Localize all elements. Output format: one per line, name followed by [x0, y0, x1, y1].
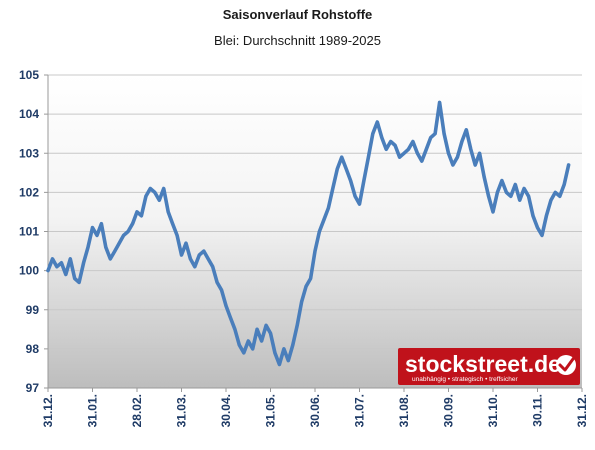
y-tick-label: 102	[19, 185, 39, 199]
brand-tagline: unabhängig • strategisch • treffsicher	[412, 376, 518, 383]
x-tick-label: 30.04.	[219, 394, 233, 427]
x-tick-label: 30.09.	[442, 394, 456, 427]
y-tick-label: 97	[26, 381, 40, 395]
y-tick-label: 103	[19, 146, 39, 160]
x-axis-ticks: 31.12. 31.01. 28.02. 31.03. 30.04. 31.05. 30.0…	[41, 388, 589, 427]
x-tick-label: 31.03.	[175, 394, 189, 427]
brand-watermark: stockstreet.de unabhängig • strategisch …	[398, 348, 580, 385]
series-line	[46, 100, 571, 367]
x-tick-label: 30.11.	[531, 394, 545, 427]
chart-subtitle: Blei: Durchschnitt 1989-2025	[214, 33, 381, 48]
y-tick-label: 98	[26, 342, 40, 356]
x-tick-label: 31.05.	[264, 394, 278, 427]
x-tick-label: 31.10.	[486, 394, 500, 427]
y-axis-ticks: 97 98 99 100 101 102 103 104 105	[19, 68, 48, 395]
x-tick-label: 31.12.	[575, 394, 589, 427]
chart-title: Saisonverlauf Rohstoffe	[222, 7, 373, 22]
y-tick-label: 105	[19, 68, 39, 82]
y-tick-label: 99	[26, 303, 40, 317]
x-tick-label: 31.12.	[41, 394, 55, 427]
x-tick-label: 30.06.	[308, 394, 322, 427]
x-tick-label: 31.01.	[86, 394, 100, 427]
grid-lines	[48, 74, 582, 350]
y-tick-label: 101	[19, 225, 39, 239]
x-tick-label: 31.08.	[397, 394, 411, 427]
x-tick-label: 28.02.	[130, 394, 144, 427]
y-tick-label: 104	[19, 107, 39, 121]
brand-background	[398, 348, 580, 385]
brand-text: stockstreet.de	[405, 351, 561, 377]
checkmark-glyph	[558, 357, 575, 372]
x-tick-label: 31.07.	[353, 394, 367, 427]
y-tick-label: 100	[19, 264, 39, 278]
